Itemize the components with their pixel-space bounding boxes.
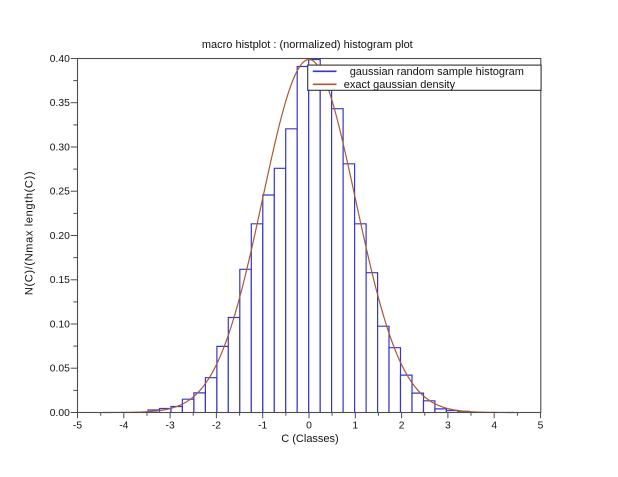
svg-text:0.40: 0.40 (50, 54, 70, 65)
svg-text:0.35: 0.35 (50, 98, 70, 109)
svg-text:-4: -4 (119, 420, 128, 431)
svg-text:exact gaussian density: exact gaussian density (344, 79, 456, 91)
svg-text:-2: -2 (212, 420, 221, 431)
svg-text:4: 4 (491, 420, 497, 431)
svg-text:0.20: 0.20 (50, 231, 70, 242)
svg-text:-3: -3 (166, 420, 175, 431)
svg-text:-1: -1 (258, 420, 267, 431)
svg-text:0.30: 0.30 (50, 142, 70, 153)
svg-text:0.10: 0.10 (50, 319, 70, 330)
svg-text:gaussian random sample histogr: gaussian random sample histogram (350, 66, 524, 78)
svg-text:macro histplot : (normalized): macro histplot : (normalized) histogram … (202, 39, 413, 51)
svg-text:C (Classes): C (Classes) (281, 433, 338, 445)
svg-text:0.05: 0.05 (50, 364, 70, 375)
svg-text:3: 3 (445, 420, 451, 431)
svg-text:N(C)/(Nmax length(C)): N(C)/(Nmax length(C)) (24, 171, 36, 295)
svg-text:-5: -5 (73, 420, 82, 431)
svg-text:0: 0 (306, 420, 312, 431)
svg-text:5: 5 (538, 420, 544, 431)
svg-text:0.15: 0.15 (50, 275, 70, 286)
svg-text:0.25: 0.25 (50, 187, 70, 198)
svg-text:0.00: 0.00 (50, 408, 70, 419)
svg-text:2: 2 (399, 420, 405, 431)
svg-text:1: 1 (352, 420, 358, 431)
